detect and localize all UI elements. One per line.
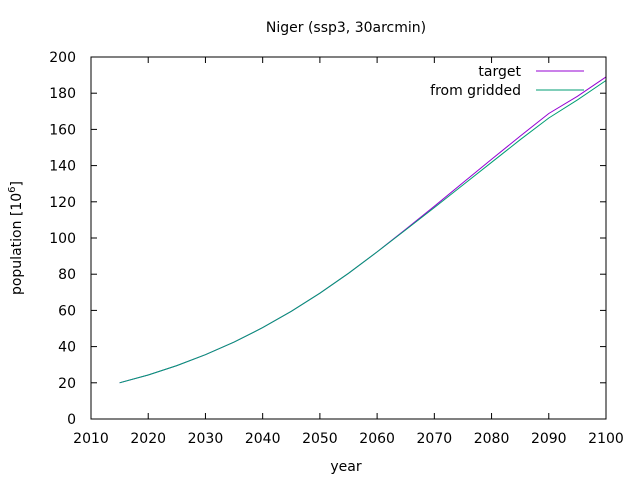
y-tick-label: 40 <box>58 340 76 356</box>
y-tick-label: 140 <box>49 159 76 175</box>
x-tick-label: 2010 <box>73 431 109 447</box>
legend-label-target: target <box>478 64 521 80</box>
y-tick-label: 20 <box>58 376 76 392</box>
y-tick-label: 200 <box>49 50 76 66</box>
y-axis-label-main: population [10 <box>9 193 25 295</box>
x-tick-label: 2060 <box>359 431 395 447</box>
y-tick-label: 180 <box>49 86 76 102</box>
y-axis-label-close: ] <box>9 181 25 186</box>
x-tick-label: 2070 <box>417 431 453 447</box>
legend: target from gridded <box>430 64 584 99</box>
plot-frame <box>90 56 607 420</box>
x-tick-label: 2020 <box>130 431 166 447</box>
y-tick-label: 0 <box>67 412 76 428</box>
y-tick-label: 80 <box>58 267 76 283</box>
x-tick-label: 2080 <box>474 431 510 447</box>
x-tick-label: 2040 <box>245 431 281 447</box>
x-tick-label: 2050 <box>302 431 338 447</box>
x-tick-label: 2100 <box>588 431 624 447</box>
y-axis-label-exponent: 6 <box>7 186 18 192</box>
x-axis-label: year <box>330 459 361 475</box>
x-tick-label: 2030 <box>188 431 224 447</box>
y-tick-label: 100 <box>49 231 76 247</box>
chart-title: Niger (ssp3, 30arcmin) <box>266 20 426 36</box>
y-tick-label: 60 <box>58 303 76 319</box>
y-axis-label: population [106] <box>7 181 25 295</box>
x-tick-label: 2090 <box>531 431 567 447</box>
series-line-from-gridded <box>119 80 607 384</box>
y-tick-label: 160 <box>49 122 76 138</box>
legend-label-from-gridded: from gridded <box>430 83 521 99</box>
series-line-target <box>119 76 607 384</box>
y-tick-label: 120 <box>49 195 76 211</box>
